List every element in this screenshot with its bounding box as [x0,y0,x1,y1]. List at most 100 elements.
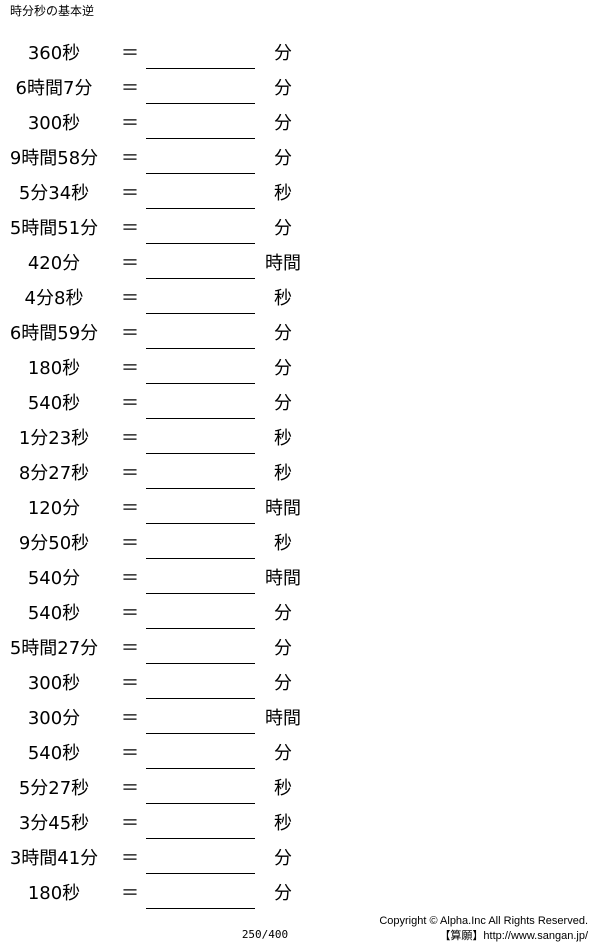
answer-unit: 分 [274,743,292,764]
answer-blank[interactable] [146,768,255,769]
answer-blank[interactable] [146,173,255,174]
problem-question: 300分 [27,708,81,729]
answer-blank[interactable] [146,698,255,699]
problem-question: 6時間7分 [15,78,93,99]
answer-blank[interactable] [146,558,255,559]
equals-sign: ＝ [121,568,139,589]
answer-blank[interactable] [146,803,255,804]
equals-sign: ＝ [121,288,139,309]
equals-sign: ＝ [121,253,139,274]
answer-blank[interactable] [146,208,255,209]
answer-unit: 分 [274,148,292,169]
problem-row: 5時間27分 ＝ 分 [0,630,600,665]
answer-unit: 分 [274,43,292,64]
equals-sign: ＝ [121,43,139,64]
answer-blank[interactable] [146,243,255,244]
problem-question: 5分27秒 [18,778,90,799]
equals-sign: ＝ [121,463,139,484]
problem-question: 1分23秒 [18,428,90,449]
answer-unit: 分 [274,358,292,379]
problem-question: 5時間51分 [9,218,99,239]
problem-question: 360秒 [27,43,81,64]
problem-row: 5分34秒 ＝ 秒 [0,175,600,210]
problem-row: 540秒 ＝ 分 [0,735,600,770]
problem-row: 540秒 ＝ 分 [0,595,600,630]
equals-sign: ＝ [121,708,139,729]
equals-sign: ＝ [121,148,139,169]
equals-sign: ＝ [121,778,139,799]
problem-question: 540秒 [27,603,81,624]
problem-row: 300秒 ＝ 分 [0,105,600,140]
answer-blank[interactable] [146,383,255,384]
answer-unit: 分 [274,603,292,624]
problem-row: 540分 ＝ 時間 [0,560,600,595]
answer-blank[interactable] [146,628,255,629]
problem-row: 300分 ＝ 時間 [0,700,600,735]
equals-sign: ＝ [121,183,139,204]
problem-list: 360秒 ＝ 分 6時間7分 ＝ 分 300秒 ＝ 分 9時間58分 ＝ 分 5分34秒 ＝ 秒 5時間51分… [0,35,600,910]
problem-question: 4分8秒 [24,288,84,309]
answer-unit: 秒 [274,183,292,204]
problem-question: 5時間27分 [9,638,99,659]
equals-sign: ＝ [121,883,139,904]
problem-row: 300秒 ＝ 分 [0,665,600,700]
problem-row: 360秒 ＝ 分 [0,35,600,70]
answer-blank[interactable] [146,453,255,454]
problem-question: 180秒 [27,358,81,379]
answer-blank[interactable] [146,348,255,349]
equals-sign: ＝ [121,498,139,519]
answer-blank[interactable] [146,663,255,664]
equals-sign: ＝ [121,603,139,624]
problem-question: 9分50秒 [18,533,90,554]
problem-question: 120分 [27,498,81,519]
problem-question: 6時間59分 [9,323,99,344]
problem-question: 5分34秒 [18,183,90,204]
answer-blank[interactable] [146,103,255,104]
answer-unit: 分 [274,78,292,99]
answer-unit: 秒 [274,533,292,554]
problem-row: 3分45秒 ＝ 秒 [0,805,600,840]
answer-blank[interactable] [146,313,255,314]
answer-blank[interactable] [146,68,255,69]
answer-unit: 時間 [265,253,301,274]
equals-sign: ＝ [121,113,139,134]
problem-row: 420分 ＝ 時間 [0,245,600,280]
answer-blank[interactable] [146,418,255,419]
equals-sign: ＝ [121,428,139,449]
problem-row: 5分27秒 ＝ 秒 [0,770,600,805]
answer-blank[interactable] [146,593,255,594]
answer-blank[interactable] [146,138,255,139]
answer-blank[interactable] [146,278,255,279]
answer-unit: 時間 [265,568,301,589]
answer-blank[interactable] [146,488,255,489]
answer-unit: 分 [274,113,292,134]
answer-unit: 秒 [274,428,292,449]
problem-question: 3時間41分 [9,848,99,869]
answer-unit: 時間 [265,498,301,519]
worksheet-title: 時分秒の基本逆 [10,4,95,18]
problem-row: 8分27秒 ＝ 秒 [0,455,600,490]
problem-question: 300秒 [27,113,81,134]
problem-question: 180秒 [27,883,81,904]
answer-unit: 分 [274,393,292,414]
answer-unit: 分 [274,323,292,344]
answer-blank[interactable] [146,838,255,839]
answer-blank[interactable] [146,908,255,909]
answer-unit: 秒 [274,813,292,834]
equals-sign: ＝ [121,638,139,659]
answer-blank[interactable] [146,733,255,734]
answer-blank[interactable] [146,523,255,524]
problem-row: 4分8秒 ＝ 秒 [0,280,600,315]
problem-row: 6時間59分 ＝ 分 [0,315,600,350]
problem-question: 300秒 [27,673,81,694]
equals-sign: ＝ [121,743,139,764]
equals-sign: ＝ [121,813,139,834]
problem-row: 5時間51分 ＝ 分 [0,210,600,245]
equals-sign: ＝ [121,393,139,414]
equals-sign: ＝ [121,673,139,694]
problem-row: 9時間58分 ＝ 分 [0,140,600,175]
problem-row: 180秒 ＝ 分 [0,875,600,910]
answer-unit: 秒 [274,288,292,309]
equals-sign: ＝ [121,218,139,239]
answer-blank[interactable] [146,873,255,874]
